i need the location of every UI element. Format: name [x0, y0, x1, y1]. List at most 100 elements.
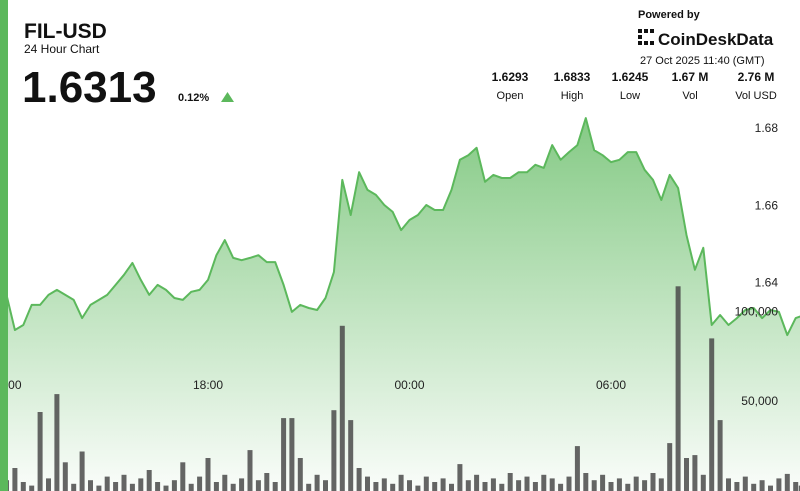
volume-bar	[507, 473, 513, 491]
x-tick-label: 00:00	[394, 378, 424, 392]
volume-bar	[407, 480, 412, 491]
volume-bar	[230, 483, 236, 491]
y2-tick-label: 50,000	[741, 394, 778, 408]
volume-bar	[180, 462, 186, 491]
volume-bar	[532, 482, 538, 491]
volume-bar	[373, 482, 379, 491]
volume-bar	[717, 420, 723, 491]
change: 0.12%	[178, 92, 209, 104]
price-area	[8, 118, 800, 491]
stat-value: 1.67 M	[672, 70, 709, 84]
volume-bar	[667, 443, 673, 491]
volume-bar	[163, 485, 169, 491]
volume-bar	[600, 474, 606, 491]
volume-bar	[490, 478, 496, 491]
volume-bar	[339, 325, 345, 491]
volume-bar	[784, 473, 790, 491]
volume-bar	[726, 478, 731, 491]
volume-bar	[474, 474, 480, 491]
volume-bar	[121, 474, 127, 491]
volume-bar	[113, 482, 119, 491]
volume-bar	[205, 458, 211, 491]
volume-bar	[558, 483, 564, 491]
volume-bar	[776, 478, 782, 491]
volume-bar	[700, 474, 706, 491]
volume-bar	[390, 483, 396, 491]
volume-bar	[155, 482, 161, 491]
volume-bar	[440, 478, 446, 491]
stat-value: 1.6293	[492, 70, 529, 84]
powered-by: Powered by	[638, 9, 701, 21]
volume-bar	[96, 485, 102, 491]
volume-bar	[742, 476, 748, 491]
volume-bar	[768, 485, 773, 491]
volume-bar	[365, 476, 370, 491]
stat-label: Vol	[682, 90, 697, 102]
volume-bar	[566, 476, 572, 491]
volume-bar	[398, 474, 404, 491]
volume-bar	[574, 446, 580, 491]
symbol: FIL-USD	[24, 20, 107, 43]
volume-bar	[54, 394, 60, 491]
timestamp: 27 Oct 2025 11:40 (GMT)	[640, 55, 765, 67]
volume-bar	[734, 482, 740, 491]
volume-bar	[46, 478, 51, 491]
y-tick-label: 1.68	[755, 121, 779, 135]
volume-bar	[289, 418, 295, 491]
volume-bar	[331, 410, 337, 491]
volume-bar	[449, 483, 454, 491]
up-arrow	[221, 92, 234, 102]
volume-bar	[129, 483, 135, 491]
volume-bar	[348, 420, 354, 491]
subtitle: 24 Hour Chart	[24, 42, 100, 56]
volume-bar	[264, 473, 270, 491]
volume-bar	[793, 482, 799, 491]
price-line	[8, 117, 800, 337]
volume-bar	[541, 474, 547, 491]
volume-bar	[591, 480, 597, 491]
volume-bar	[482, 482, 488, 491]
volume-bar	[658, 478, 664, 491]
volume-bar	[323, 480, 328, 491]
volume-bar	[247, 450, 253, 491]
volume-bar	[751, 483, 757, 491]
volume-bar	[297, 458, 303, 491]
volume-bar	[798, 485, 800, 491]
volume-bar	[759, 480, 765, 491]
volume-bar	[138, 478, 144, 491]
volume-bar	[20, 482, 26, 491]
volume-bar	[549, 478, 555, 491]
volume-bar	[709, 338, 715, 491]
volume-bar	[642, 480, 648, 491]
volume-bar	[255, 480, 261, 491]
volume-bar	[71, 483, 77, 491]
volume-bar	[415, 485, 421, 491]
volume-bar	[524, 476, 530, 491]
volume-bar	[423, 476, 429, 491]
stat-value: 1.6833	[554, 70, 591, 84]
x-tick-label: 18:00	[193, 378, 223, 392]
stat-label: High	[561, 90, 584, 102]
volume-bar	[12, 468, 18, 491]
volume-bar	[381, 478, 387, 491]
accent-bar	[0, 0, 8, 491]
stat-label: Open	[497, 90, 524, 102]
volume-bar	[171, 480, 177, 491]
volume-bar	[356, 468, 362, 491]
volume-bar	[306, 483, 312, 491]
brand: CoinDeskData	[658, 30, 774, 49]
volume-bar	[239, 478, 245, 491]
volume-bar	[146, 470, 152, 491]
volume-bar	[675, 286, 681, 491]
volume-bar	[272, 482, 278, 491]
volume-bar	[281, 418, 287, 491]
volume-bar	[432, 482, 438, 491]
plot-area	[8, 117, 800, 491]
volume-bar	[79, 451, 85, 491]
volume-bar	[213, 482, 219, 491]
volume-bar	[62, 462, 68, 491]
volume-bar	[583, 473, 589, 491]
volume-bar	[188, 483, 194, 491]
